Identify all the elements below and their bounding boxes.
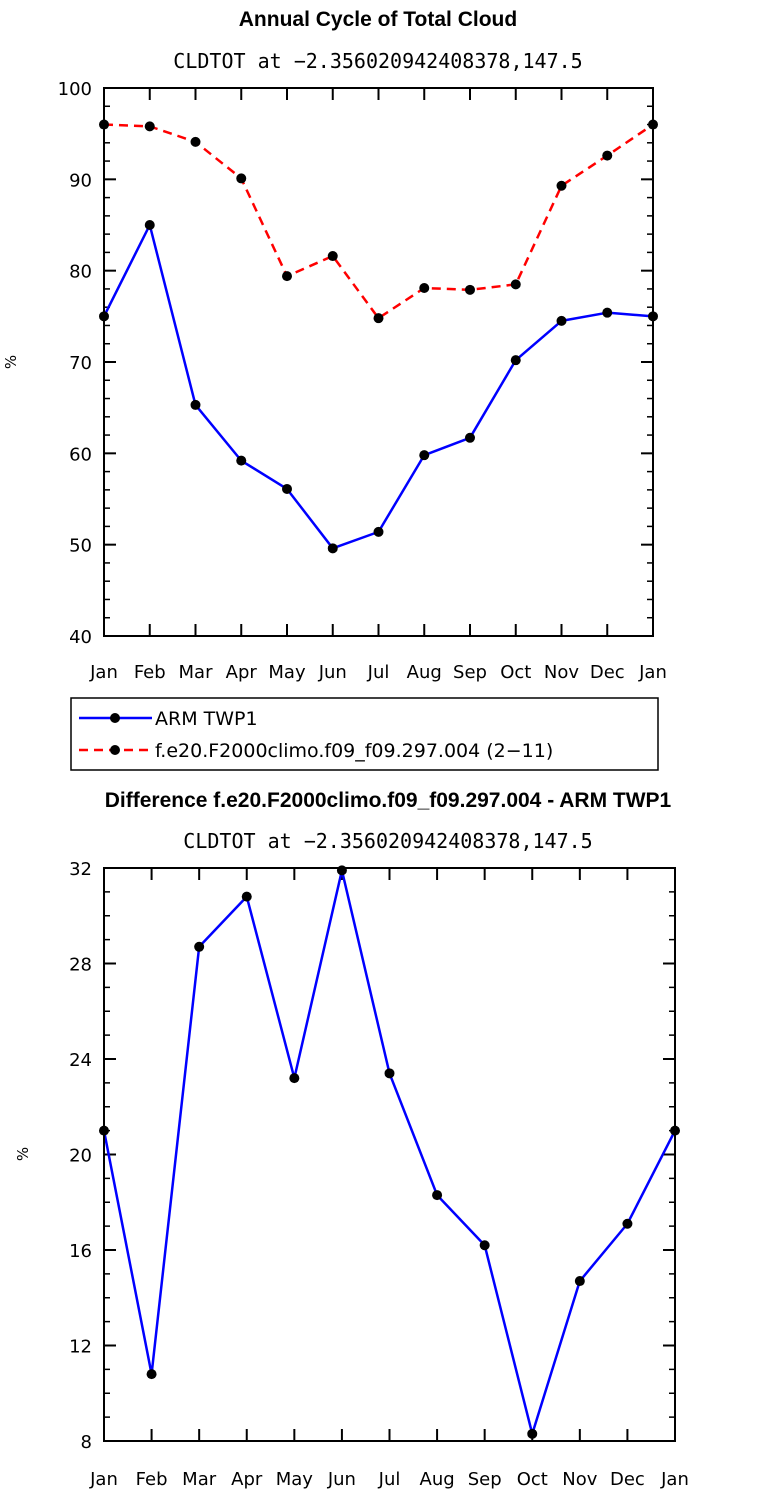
chart1-xtick-label: Mar [179,662,214,683]
chart2-xtick-label: Mar [182,1469,217,1490]
chart2-series-0-point [194,941,205,952]
chart1-title: Annual Cycle of Total Cloud [239,8,517,31]
chart1-xtick-label: Jan [638,662,667,683]
chart2-series-0-point [241,891,252,902]
chart1-ytick-label: 60 [69,444,92,465]
chart1-ytick-label: 50 [69,536,92,557]
chart1-xtick-label: Oct [500,662,531,683]
chart1-series-0-point [236,455,247,466]
chart2-ylabel: % [14,1147,32,1161]
chart1-ticks: Jan Feb Mar Apr May Jun Jul Aug Sep Oct Nov Dec Jan 4… [58,79,667,683]
chart2-ytick-label: 16 [69,1241,92,1262]
chart1-series [99,119,658,554]
chart1-series-0-point [327,543,338,554]
chart2-series-0-point [622,1218,633,1229]
chart1-series-0-point [602,307,613,318]
chart1-series-1-point [190,136,201,147]
chart1-series-1-point [236,173,247,184]
chart2-xtick-label: Jan [660,1469,689,1490]
chart1-xtick-label: Nov [544,662,579,683]
chart1-series-0-point [144,220,155,230]
chart1-ylabel: % [2,355,20,369]
chart2-series-0-point [574,1276,585,1287]
chart1-series-0-point [465,432,475,443]
chart2-ticks: Jan Feb Mar Apr May Jun Jul Aug Sep Oct Nov Dec Jan 8… [69,859,689,1490]
chart2-xtick-label: Nov [562,1469,597,1490]
chart1-ytick-label: 90 [69,170,92,191]
chart1-xtick-label: Jan [89,662,118,683]
chart2-ytick-label: 20 [69,1146,92,1167]
chart2-series-0-point [527,1428,538,1439]
chart1-ytick-label: 100 [58,79,92,100]
chart2-series-0-point [384,1068,395,1079]
chart1-xtick-label: Aug [407,662,442,683]
chart2-series-0-point [479,1240,490,1251]
chart2-xtick-label: Sep [468,1469,502,1490]
chart1-series-1-point [282,271,292,282]
chart1-subtitle: CLDTOT at −2.356020942408378,147.5 [173,49,582,73]
chart2-xtick-label: Jul [378,1469,401,1490]
chart1-xtick-label: Feb [134,662,166,683]
chart2-xtick-label: Apr [231,1469,263,1490]
legend-marker-model [110,745,120,755]
chart1-ytick-label: 70 [69,353,92,374]
chart1-xtick-label: Apr [226,662,258,683]
chart2-xtick-label: Dec [610,1469,645,1490]
chart2-xtick-label: Oct [517,1469,548,1490]
chart1-series-1-point [465,284,475,295]
chart2-ytick-label: 8 [81,1432,92,1453]
chart1-plot-frame [103,87,654,637]
chart1-xtick-label: May [268,662,306,683]
chart1-series-0-point [556,315,567,326]
chart1-series-1-point [419,283,430,294]
chart2-series-0-point [432,1190,443,1201]
chart2-xtick-label: May [276,1469,314,1490]
chart2-series-0-point [336,865,347,876]
chart2-subtitle: CLDTOT at −2.356020942408378,147.5 [183,829,592,853]
chart2-xtick-label: Feb [136,1469,168,1490]
chart1-series-0-point [510,355,521,366]
chart1-xtick-label: Jun [318,662,347,683]
chart2-series-0-point [146,1369,157,1380]
chart1-series-1-point [144,121,155,132]
chart1-series-0-point [373,526,384,537]
chart1-series-1-point [510,279,521,290]
chart1-series-0-point [282,483,292,494]
chart2-ytick-label: 24 [69,1050,92,1071]
legend-label-model: f.e20.F2000climo.f09_f09.297.004 (2−11) [155,740,553,762]
chart1-series-1-point [602,150,613,161]
chart2-plot-frame [103,867,676,1442]
chart2-series-0-point [289,1073,300,1084]
chart1-series-0-point [419,450,430,461]
chart1-xtick-label: Dec [590,662,625,683]
chart2-xtick-label: Jan [89,1469,118,1490]
chart1-series-1-point [373,313,384,324]
chart1-legend: ARM TWP1 f.e20.F2000climo.f09_f09.297.00… [70,697,659,771]
chart1-xtick-label: Jul [367,662,390,683]
chart2-xtick-label: Aug [420,1469,455,1490]
chart2-ytick-label: 12 [69,1337,92,1358]
chart1-series-1-line [103,123,654,320]
chart1-ytick-label: 80 [69,262,92,283]
chart2-series-0-line [102,869,677,1436]
legend-marker-arm [110,713,120,723]
chart1-series-1-point [327,251,338,262]
chart2-series [99,865,680,1439]
chart2-title: Difference f.e20.F2000climo.f09_f09.297.… [105,789,672,812]
chart1-xtick-label: Sep [453,662,487,683]
chart1-series-0-line [102,223,654,550]
chart1-series-0-point [190,399,201,410]
chart1-series-1-point [556,180,567,191]
chart2-ytick-label: 32 [69,859,92,880]
legend-box [70,697,659,771]
chart2-ytick-label: 28 [69,955,92,976]
chart1-ytick-label: 40 [69,627,92,648]
chart2-xtick-label: Jun [327,1469,356,1490]
legend-label-arm: ARM TWP1 [155,708,258,730]
